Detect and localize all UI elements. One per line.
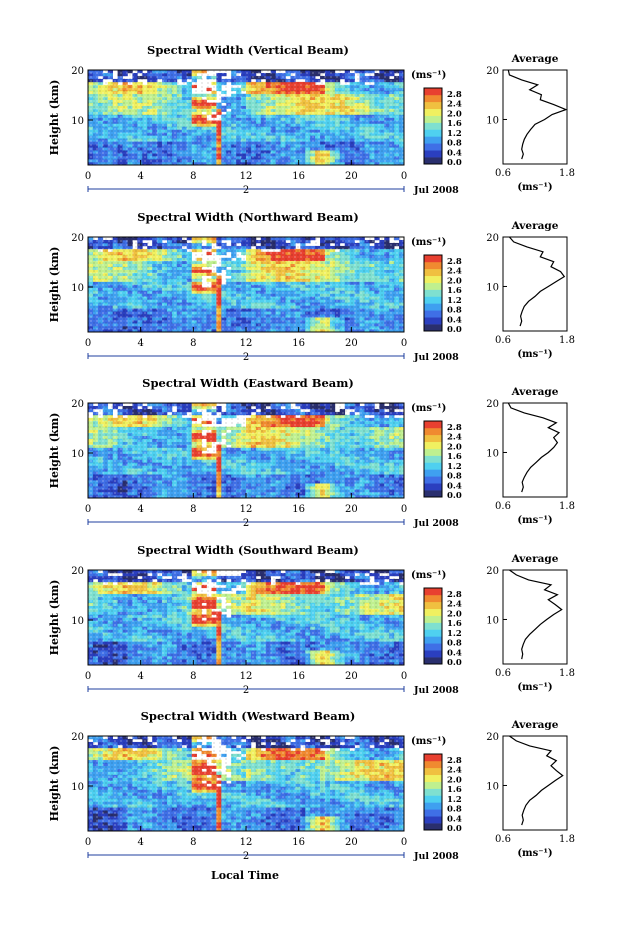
colorbar-segment bbox=[424, 116, 442, 123]
x-tick-label: 20 bbox=[345, 171, 358, 182]
colorbar-segment bbox=[424, 123, 442, 130]
colorbar-tick-label: 0.0 bbox=[447, 158, 462, 168]
y-axis-label: Height (km) bbox=[48, 80, 61, 156]
x-tick-label: 4 bbox=[137, 171, 143, 182]
average-title: Average bbox=[511, 53, 559, 65]
x-tick-label: 20 bbox=[345, 338, 358, 349]
colorbar-segment bbox=[424, 88, 442, 95]
average-x-tick-label: 1.8 bbox=[559, 335, 575, 346]
colorbar-segment bbox=[424, 269, 442, 276]
x-tick-label: 16 bbox=[292, 171, 305, 182]
colorbar-tick-label: 1.6 bbox=[447, 286, 462, 296]
y-tick-label: 10 bbox=[71, 283, 84, 294]
x-tick-label: 0 bbox=[401, 171, 407, 182]
colorbar-segment bbox=[424, 143, 442, 150]
x-tick-label: 8 bbox=[190, 171, 196, 182]
average-y-tick-label: 20 bbox=[486, 66, 499, 77]
colorbar-tick-label: 2.4 bbox=[447, 267, 462, 277]
y-tick-label: 20 bbox=[71, 233, 84, 244]
average-x-tick-label: 0.6 bbox=[495, 168, 511, 179]
colorbar-tick-label: 1.2 bbox=[447, 129, 462, 139]
average-title: Average bbox=[511, 220, 559, 232]
colorbar-segment bbox=[424, 95, 442, 102]
date-label: Jul 2008 bbox=[413, 185, 459, 196]
colorbar-segment bbox=[424, 157, 442, 164]
average-x-tick-label: 1.8 bbox=[559, 168, 575, 179]
colorbar-segment bbox=[424, 303, 442, 310]
colorbar-segment bbox=[424, 102, 442, 109]
colorbar-tick-label: 2.0 bbox=[447, 109, 462, 119]
colorbar-tick-label: 0.8 bbox=[447, 306, 462, 316]
colorbar-segment bbox=[424, 255, 442, 262]
colorbar-unit: (ms⁻¹) bbox=[411, 237, 446, 248]
x-tick-label: 16 bbox=[292, 338, 305, 349]
colorbar-tick-label: 2.8 bbox=[447, 90, 462, 100]
date-label: Jul 2008 bbox=[413, 352, 459, 363]
day-marker-label: 2 bbox=[243, 352, 249, 363]
colorbar-tick-label: 1.6 bbox=[447, 119, 462, 129]
average-unit-label: (ms⁻¹) bbox=[517, 182, 552, 193]
colorbar-segment bbox=[424, 290, 442, 297]
colorbar-tick-label: 2.0 bbox=[447, 276, 462, 286]
panel-title: Spectral Width (Vertical Beam) bbox=[147, 43, 349, 57]
x-tick-label: 0 bbox=[85, 338, 91, 349]
x-tick-label: 0 bbox=[85, 171, 91, 182]
colorbar-tick-label: 2.8 bbox=[447, 257, 462, 267]
average-y-tick-label: 10 bbox=[486, 282, 499, 293]
colorbar-segment bbox=[424, 129, 442, 136]
colorbar-tick-label: 2.4 bbox=[447, 100, 462, 110]
x-tick-label: 0 bbox=[401, 338, 407, 349]
y-tick-label: 20 bbox=[71, 66, 84, 77]
day-marker-label: 2 bbox=[243, 185, 249, 196]
x-tick-label: 4 bbox=[137, 338, 143, 349]
heatmap-texture bbox=[88, 237, 404, 332]
y-tick-label: 10 bbox=[71, 116, 84, 127]
panel-title: Spectral Width (Northward Beam) bbox=[137, 210, 359, 224]
panel-2: Spectral Width (Northward Beam)1020Heigh… bbox=[48, 210, 575, 363]
colorbar-tick-label: 0.8 bbox=[447, 139, 462, 149]
average-x-tick-label: 0.6 bbox=[495, 335, 511, 346]
colorbar-segment bbox=[424, 296, 442, 303]
colorbar-segment bbox=[424, 109, 442, 116]
panel-3: Spectral Width (Eastward Beam)1020Height… bbox=[48, 376, 575, 529]
panel-title: Spectral Width (Eastward Beam) bbox=[142, 376, 354, 390]
colorbar-segment bbox=[424, 324, 442, 331]
colorbar-segment bbox=[424, 283, 442, 290]
colorbar-segment bbox=[424, 317, 442, 324]
colorbar-segment bbox=[424, 136, 442, 143]
x-tick-label: 12 bbox=[240, 171, 253, 182]
heatmap-texture bbox=[88, 70, 404, 165]
average-y-tick-label: 10 bbox=[486, 115, 499, 126]
colorbar-segment bbox=[424, 262, 442, 269]
x-tick-label: 12 bbox=[240, 338, 253, 349]
y-axis-label: Height (km) bbox=[48, 247, 61, 323]
x-tick-label: 8 bbox=[190, 338, 196, 349]
colorbar-segment bbox=[424, 150, 442, 157]
colorbar-segment bbox=[424, 310, 442, 317]
colorbar-tick-label: 0.0 bbox=[447, 325, 462, 335]
colorbar-tick-label: 1.2 bbox=[447, 296, 462, 306]
average-y-tick-label: 20 bbox=[486, 233, 499, 244]
average-frame bbox=[503, 237, 567, 331]
colorbar-tick-label: 0.4 bbox=[447, 148, 462, 158]
panel-1: Spectral Width (Vertical Beam)1020Height… bbox=[48, 43, 575, 196]
colorbar-unit: (ms⁻¹) bbox=[411, 70, 446, 81]
colorbar-tick-label: 0.4 bbox=[447, 315, 462, 325]
average-unit-label: (ms⁻¹) bbox=[517, 349, 552, 360]
colorbar-segment bbox=[424, 276, 442, 283]
